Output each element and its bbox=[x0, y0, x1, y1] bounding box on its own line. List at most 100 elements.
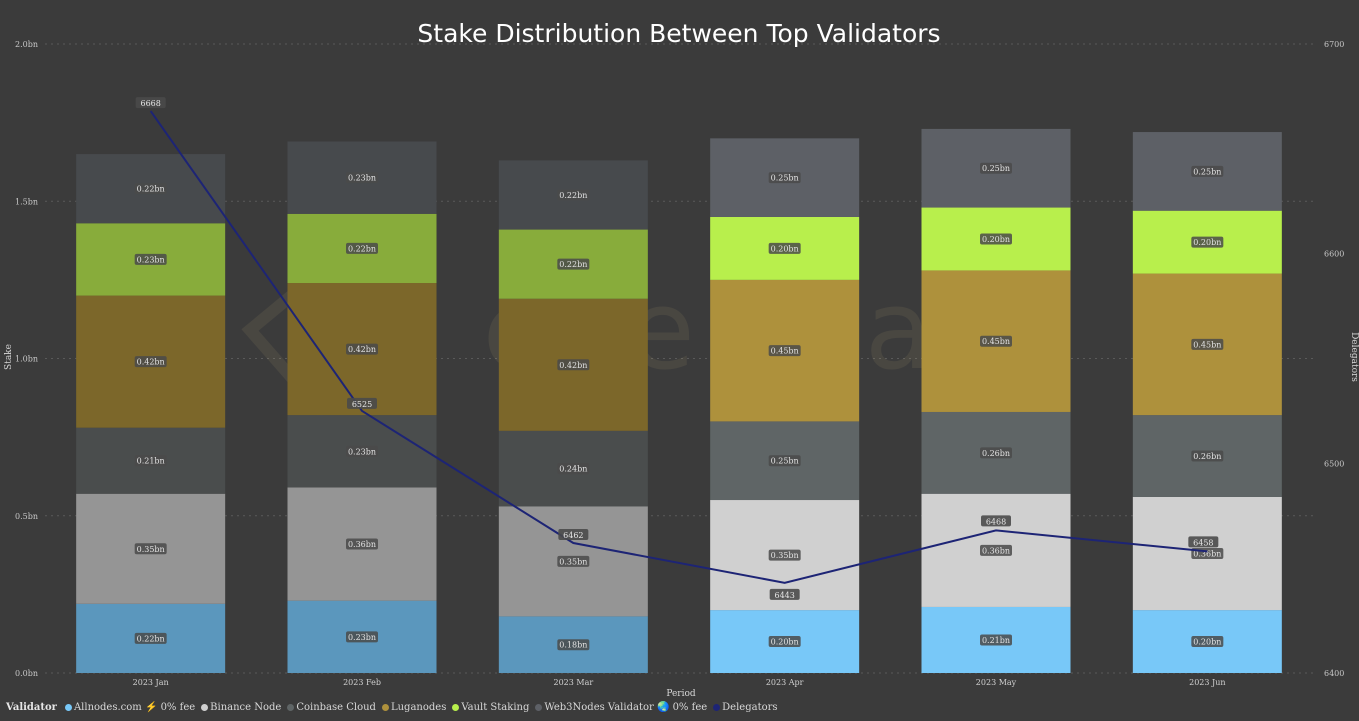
legend-item-label: Coinbase Cloud bbox=[296, 702, 376, 713]
data-label-box bbox=[346, 538, 378, 550]
legend: Validator Allnodes.com ⚡ 0% fee Binance N… bbox=[6, 702, 780, 713]
data-label: 0.20bn bbox=[1193, 638, 1221, 647]
data-label-box bbox=[1191, 450, 1224, 462]
delegators-polyline bbox=[149, 110, 1208, 584]
y2-tick-label: 6600 bbox=[1324, 250, 1344, 259]
data-label-box bbox=[134, 632, 167, 644]
legend-dot-icon bbox=[287, 704, 295, 711]
data-label-box bbox=[768, 549, 801, 561]
data-label: 0.35bn bbox=[559, 557, 587, 566]
data-label: 0.42bn bbox=[559, 361, 587, 370]
delegators-data-label: 6458 bbox=[1193, 538, 1213, 547]
data-label: 0.21bn bbox=[137, 457, 165, 466]
legend-title: Validator bbox=[6, 702, 57, 713]
data-label-box bbox=[557, 639, 590, 651]
data-label: 0.45bn bbox=[982, 337, 1010, 346]
data-label-box bbox=[768, 636, 801, 648]
data-label-box bbox=[1191, 165, 1224, 177]
data-label-box bbox=[1191, 236, 1224, 248]
data-label-box bbox=[768, 455, 801, 467]
y2-tick-label: 6700 bbox=[1324, 40, 1344, 49]
delegators-label-box bbox=[1188, 536, 1219, 548]
data-label: 0.23bn bbox=[348, 174, 376, 183]
data-label-box bbox=[980, 634, 1012, 646]
data-label: 0.26bn bbox=[1193, 452, 1221, 461]
delegators-data-label: 6462 bbox=[563, 531, 583, 540]
data-label: 0.20bn bbox=[771, 244, 799, 253]
legend-dot-icon bbox=[452, 704, 460, 711]
legend-item[interactable]: Coinbase Cloud bbox=[287, 702, 376, 713]
data-label-box bbox=[134, 455, 167, 467]
legend-item[interactable]: Luganodes bbox=[381, 702, 447, 713]
legend-dot-icon bbox=[64, 704, 72, 711]
legend-item[interactable]: Delegators bbox=[713, 702, 778, 713]
delegators-label-box bbox=[558, 529, 589, 541]
data-label-box bbox=[980, 544, 1012, 556]
y2-tick-label: 6400 bbox=[1324, 669, 1344, 678]
data-label: 0.42bn bbox=[137, 358, 165, 367]
data-label-box bbox=[980, 335, 1012, 347]
data-label-box bbox=[768, 172, 801, 184]
data-label: 0.22bn bbox=[559, 260, 587, 269]
data-label-box bbox=[1191, 636, 1224, 648]
data-label: 0.23bn bbox=[348, 447, 376, 456]
data-label: 0.35bn bbox=[137, 545, 165, 554]
x-axis-label: Period bbox=[666, 689, 696, 699]
data-label: 0.45bn bbox=[1193, 340, 1221, 349]
data-label-box bbox=[980, 447, 1012, 459]
delegators-label-box bbox=[347, 397, 377, 409]
legend-item[interactable]: Web3Nodes Validator 🌏 0% fee bbox=[535, 702, 707, 713]
data-label: 0.22bn bbox=[137, 185, 165, 194]
data-label: 0.24bn bbox=[559, 465, 587, 474]
legend-item[interactable]: Vault Staking bbox=[452, 702, 529, 713]
delegators-data-label: 6468 bbox=[986, 517, 1006, 526]
data-label: 0.25bn bbox=[1193, 167, 1221, 176]
legend-dot-icon bbox=[713, 704, 721, 711]
legend-dot-icon bbox=[201, 704, 209, 711]
data-label-box bbox=[557, 359, 590, 371]
data-label-box bbox=[134, 253, 167, 265]
data-label: 0.21bn bbox=[982, 636, 1010, 645]
data-label-box bbox=[346, 445, 378, 457]
data-label: 0.25bn bbox=[771, 174, 799, 183]
data-label-box bbox=[980, 233, 1012, 245]
y-tick-label: 2.0bn bbox=[15, 40, 38, 49]
data-label: 0.35bn bbox=[771, 551, 799, 560]
legend-item-label: Binance Node bbox=[210, 702, 282, 713]
delegators-line: 6668 6525 6462 6443 6468 6458 bbox=[135, 97, 1219, 600]
data-label-box bbox=[346, 172, 378, 184]
data-label-box bbox=[1191, 338, 1224, 350]
delegators-data-label: 6525 bbox=[352, 400, 372, 409]
x-tick-label: 2023 Mar bbox=[553, 678, 593, 687]
grid-lines bbox=[45, 43, 1313, 674]
data-label: 0.45bn bbox=[771, 347, 799, 356]
data-label-box bbox=[980, 162, 1012, 174]
y-tick-label: 0.5bn bbox=[15, 512, 38, 521]
stacked-bars: 0.22bn 0.35bn 0.21bn 0.42bn 0.23bn 0.22bn 0.23… bbox=[76, 128, 1282, 673]
delegators-data-label: 6443 bbox=[774, 591, 794, 600]
legend-item[interactable]: Binance Node bbox=[201, 702, 281, 713]
data-label-box bbox=[134, 543, 167, 555]
data-label: 0.18bn bbox=[559, 641, 587, 650]
x-tick-label: 2023 Apr bbox=[766, 678, 804, 687]
legend-dot-icon bbox=[381, 704, 389, 711]
delegators-label-box bbox=[135, 97, 166, 109]
data-label-box bbox=[557, 555, 590, 567]
legend-item-label: Vault Staking bbox=[461, 702, 530, 713]
data-label: 0.25bn bbox=[771, 457, 799, 466]
legend-item-label: Delegators bbox=[722, 702, 778, 713]
data-label: 0.20bn bbox=[771, 638, 799, 647]
chart-title: Stake Distribution Between Top Validator… bbox=[417, 19, 940, 48]
x-tick-label: 2023 Jun bbox=[1189, 678, 1225, 687]
data-label-box bbox=[346, 242, 378, 254]
x-tick-label: 2023 Feb bbox=[343, 678, 381, 687]
data-label: 0.36bn bbox=[1193, 549, 1221, 558]
data-label: 0.26bn bbox=[982, 449, 1010, 458]
data-label: 0.36bn bbox=[982, 546, 1010, 555]
legend-item[interactable]: Allnodes.com ⚡ 0% fee bbox=[64, 702, 195, 713]
data-label: 0.22bn bbox=[348, 244, 376, 253]
data-label-box bbox=[768, 242, 801, 254]
legend-dot-icon bbox=[535, 704, 543, 711]
legend-item-label: Luganodes bbox=[390, 702, 447, 713]
